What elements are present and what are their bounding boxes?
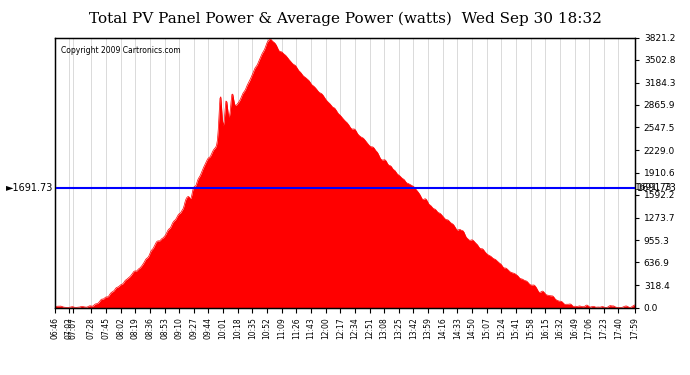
Text: Copyright 2009 Cartronics.com: Copyright 2009 Cartronics.com <box>61 46 181 55</box>
Text: 1691.73: 1691.73 <box>635 183 672 192</box>
Text: 1691.73: 1691.73 <box>636 183 676 193</box>
Text: ►1691.73: ►1691.73 <box>6 183 54 193</box>
Text: Total PV Panel Power & Average Power (watts)  Wed Sep 30 18:32: Total PV Panel Power & Average Power (wa… <box>88 11 602 26</box>
